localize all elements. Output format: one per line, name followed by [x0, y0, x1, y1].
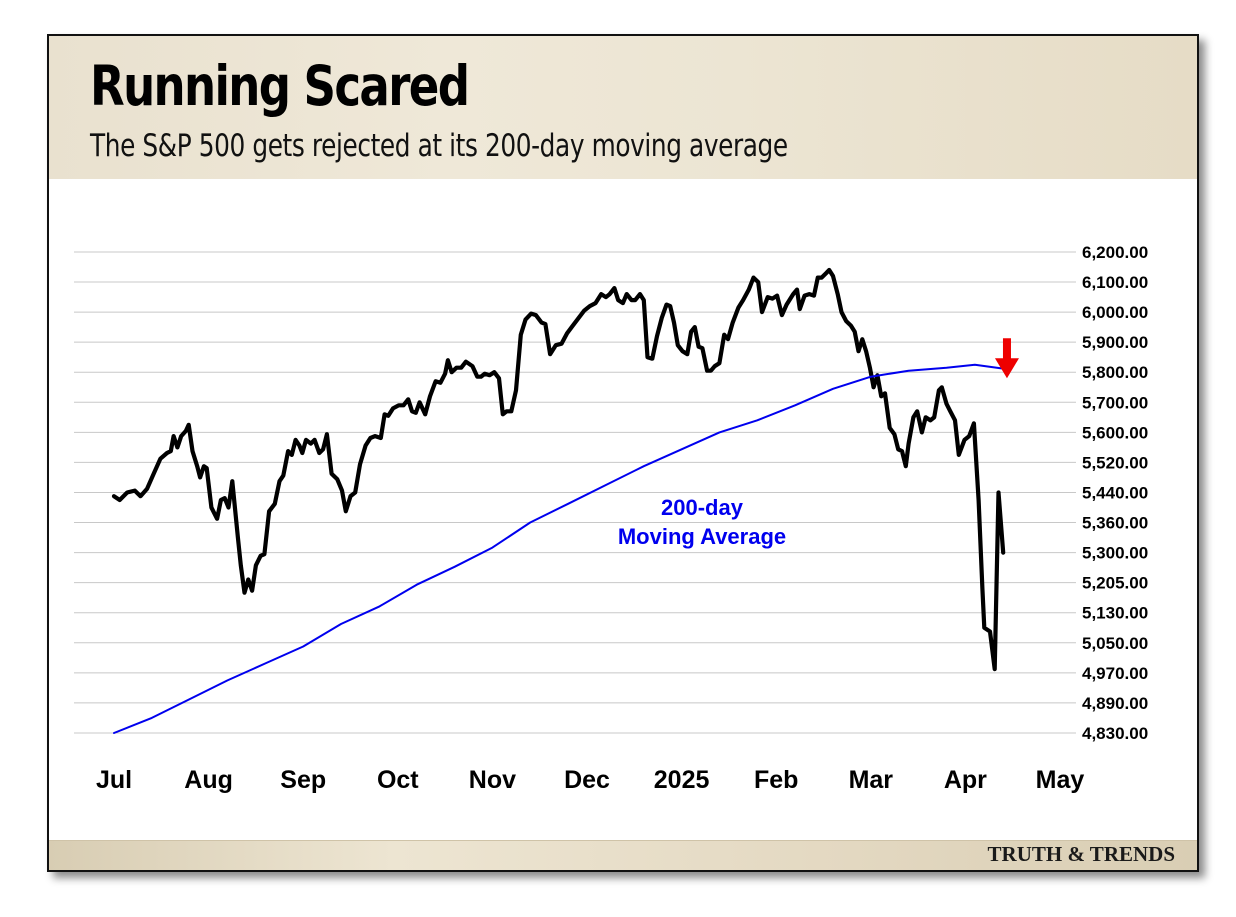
- x-tick-label: May: [1036, 766, 1085, 794]
- y-tick-label: 5,300.00: [1082, 544, 1148, 563]
- x-tick-label: 2025: [654, 766, 710, 794]
- y-tick-label: 5,520.00: [1082, 453, 1148, 472]
- brand-logo-text: TRUTH & TRENDS: [987, 842, 1175, 866]
- x-tick-label: Aug: [184, 766, 233, 794]
- y-tick-label: 4,890.00: [1082, 694, 1148, 713]
- x-tick-label: Feb: [754, 766, 798, 794]
- title-banner: [49, 36, 1197, 179]
- y-tick-label: 5,700.00: [1082, 393, 1148, 412]
- y-tick-label: 5,800.00: [1082, 363, 1148, 382]
- y-tick-label: 5,130.00: [1082, 604, 1148, 623]
- x-tick-label: Apr: [944, 766, 987, 794]
- annotation-line: 200-day: [661, 495, 744, 520]
- y-tick-label: 5,360.00: [1082, 514, 1148, 533]
- y-tick-label: 6,200.00: [1082, 243, 1148, 262]
- y-tick-label: 4,970.00: [1082, 664, 1148, 683]
- y-tick-label: 6,000.00: [1082, 303, 1148, 322]
- y-tick-label: 5,900.00: [1082, 333, 1148, 352]
- x-tick-label: Mar: [849, 766, 894, 794]
- x-tick-label: Oct: [377, 766, 419, 794]
- price-line: [111, 267, 1006, 672]
- y-tick-label: 5,440.00: [1082, 483, 1148, 502]
- y-tick-label: 4,830.00: [1082, 724, 1148, 743]
- chart-frame: Running Scared The S&P 500 gets rejected…: [47, 34, 1199, 872]
- chart-title: Running Scared: [90, 54, 470, 118]
- x-tick-label: Nov: [469, 766, 516, 794]
- x-tick-label: Jul: [96, 766, 132, 794]
- chart-subtitle: The S&P 500 gets rejected at its 200-day…: [90, 128, 788, 164]
- y-tick-label: 5,205.00: [1082, 574, 1148, 593]
- y-tick-label: 5,050.00: [1082, 634, 1148, 653]
- moving-average-line: [113, 363, 1005, 734]
- x-tick-label: Sep: [280, 766, 326, 794]
- x-tick-label: Dec: [564, 766, 610, 794]
- y-tick-label: 5,600.00: [1082, 423, 1148, 442]
- red-arrow-icon: [994, 338, 1019, 379]
- annotation-line: Moving Average: [618, 524, 786, 549]
- footer-banner: [49, 840, 1197, 870]
- moving-average-annotation: 200-day Moving Average: [618, 495, 786, 549]
- line-chart: 6,200.00 6,100.00 6,000.00 5,900.00 5,800.00…: [74, 243, 1148, 794]
- y-tick-label: 6,100.00: [1082, 273, 1148, 292]
